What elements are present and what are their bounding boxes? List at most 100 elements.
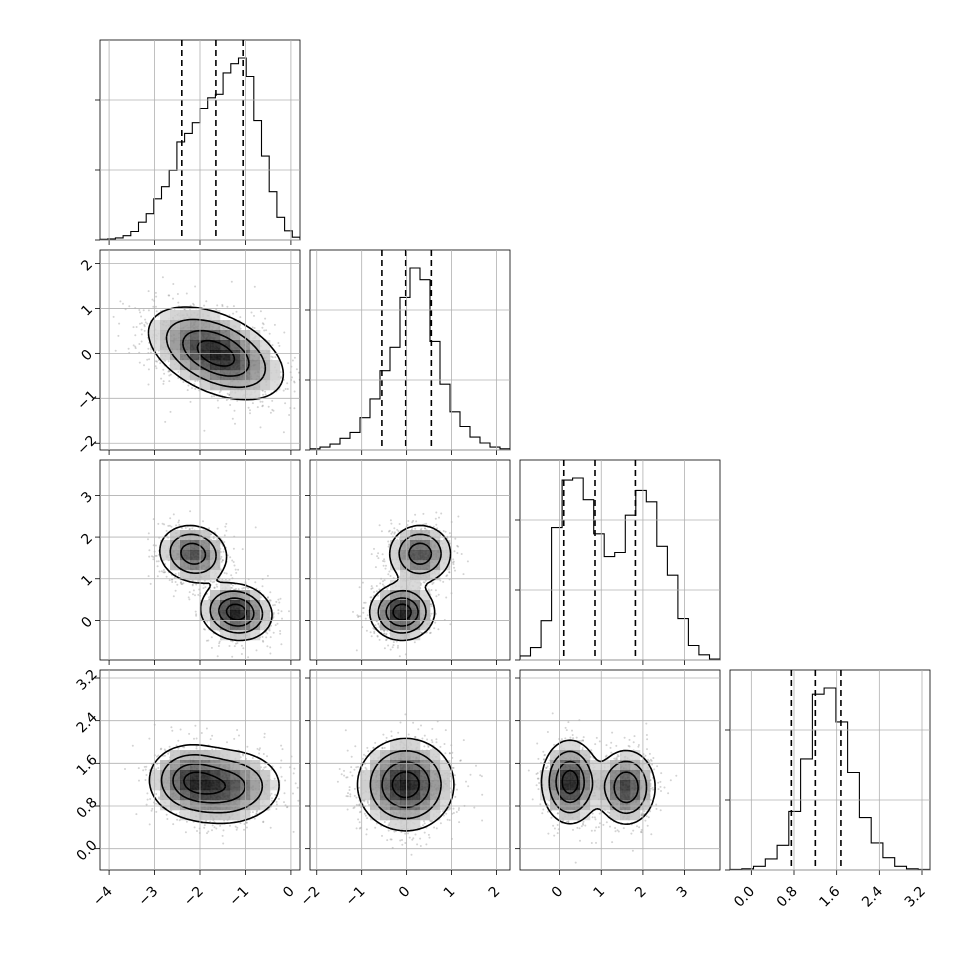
scatter-point (192, 589, 195, 592)
scatter-point (186, 389, 189, 392)
scatter-point (242, 586, 245, 589)
density-cell (150, 320, 161, 331)
density-cell (230, 380, 241, 391)
density-cell (390, 630, 401, 641)
scatter-point (273, 604, 276, 606)
contour-line (182, 329, 250, 377)
density-cell (370, 600, 381, 611)
scatter-point (270, 355, 273, 358)
scatter-point (432, 581, 435, 584)
density-cell (170, 350, 181, 361)
scatter-point (282, 389, 285, 392)
scatter-point (261, 404, 264, 407)
density-cell (160, 340, 171, 351)
scatter-point (281, 617, 283, 620)
histogram-panel-1 (309, 249, 511, 451)
scatter-point (143, 323, 146, 326)
density-cell (190, 320, 201, 331)
scatter-point (253, 285, 256, 288)
scatter-point (195, 613, 198, 616)
scatter-point (273, 777, 276, 780)
scatter-point (239, 316, 242, 319)
scatter-point (213, 586, 216, 589)
density-cell (210, 570, 221, 581)
scatter-point (233, 409, 236, 412)
scatter-point (301, 380, 303, 382)
scatter-point (217, 406, 220, 409)
scatter-point (422, 581, 425, 584)
density-cell (430, 570, 441, 581)
density-cell (220, 630, 231, 641)
scatter-point (163, 523, 166, 526)
scatter-point (267, 405, 270, 408)
scatter-point (355, 649, 358, 652)
scatter-point (266, 574, 269, 577)
scatter-point (430, 603, 433, 606)
scatter-point (369, 631, 372, 634)
density-cell (180, 550, 191, 561)
density-cell (390, 550, 401, 561)
scatter-point (188, 591, 191, 594)
scatter-point (240, 644, 243, 647)
scatter-point (203, 429, 206, 432)
density-cell (180, 560, 191, 571)
scatter-point (429, 631, 432, 634)
scatter-point (293, 380, 296, 383)
scatter-point (203, 628, 205, 631)
scatter-point (161, 522, 164, 525)
scatter-point (390, 522, 393, 525)
scatter-point (251, 326, 254, 329)
scatter-point (269, 411, 272, 414)
density-cell (200, 320, 211, 331)
scatter-point (357, 616, 360, 618)
scatter-point (194, 380, 197, 383)
density-cell (210, 370, 221, 381)
scatter-point (167, 370, 170, 373)
scatter-point (202, 587, 205, 590)
density-cell (390, 540, 401, 551)
scatter-point (154, 554, 157, 557)
scatter-point (383, 585, 386, 588)
scatter-point (423, 581, 426, 584)
scatter-point (168, 579, 171, 582)
scatter-point (236, 642, 239, 645)
scatter-point (261, 400, 264, 403)
scatter-point (140, 340, 143, 343)
scatter-point (253, 314, 255, 317)
scatter-point (168, 370, 171, 373)
scatter-point (249, 412, 251, 415)
scatter-point (228, 645, 231, 647)
scatter-point (310, 386, 312, 388)
scatter-point (229, 556, 232, 559)
density-cell (210, 330, 221, 341)
scatter-point (352, 610, 354, 613)
density-cell (390, 560, 401, 571)
scatter-point (277, 598, 280, 601)
scatter-point (159, 362, 162, 365)
density-cell (170, 540, 181, 551)
density-cell (160, 310, 171, 321)
scatter-point (293, 390, 296, 393)
density-cell (180, 350, 191, 361)
scatter-point (216, 585, 219, 588)
scatter-point (263, 766, 266, 769)
contour-line (165, 318, 267, 389)
scatter-point (230, 280, 233, 283)
scatter-point (373, 632, 376, 635)
scatter-point (279, 377, 282, 379)
scatter-point (393, 532, 396, 535)
scatter-point (453, 566, 456, 569)
density-cell (210, 590, 221, 601)
density-cell (180, 360, 191, 371)
scatter-point (391, 531, 394, 534)
scatter-point (269, 591, 272, 594)
scatter-point (233, 645, 236, 648)
scatter-point (397, 644, 399, 647)
scatter-point (387, 573, 390, 576)
scatter-point (188, 528, 191, 530)
scatter-point (147, 575, 150, 578)
scatter-point (261, 405, 264, 408)
scatter-point (147, 532, 150, 535)
scatter-point (261, 322, 264, 325)
